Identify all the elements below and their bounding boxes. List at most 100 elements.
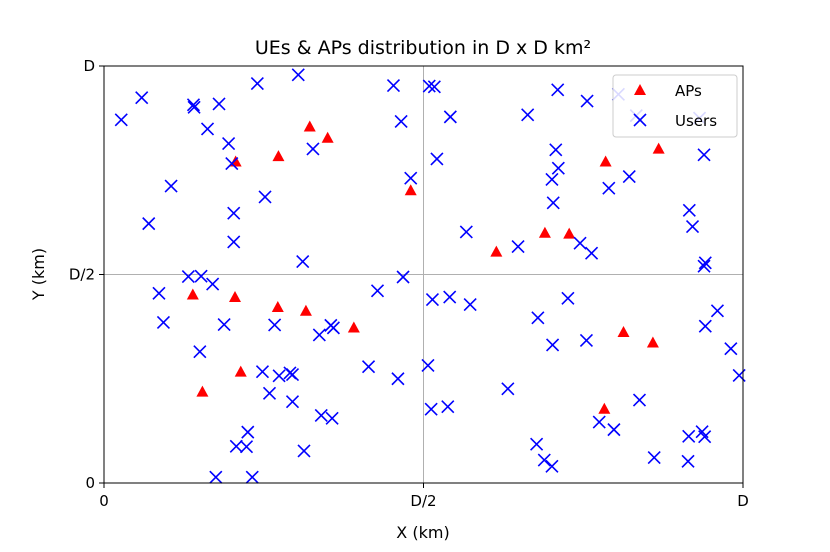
ap-marker: [272, 150, 285, 162]
user-marker: [209, 470, 223, 484]
user-marker: [724, 342, 738, 356]
user-marker: [463, 297, 477, 312]
user-marker: [135, 91, 149, 105]
x-tick-label: D/2: [410, 492, 436, 510]
user-marker: [537, 453, 551, 467]
user-marker: [427, 80, 441, 94]
user-marker: [421, 358, 435, 372]
data-points: [114, 68, 746, 484]
user-marker: [549, 143, 563, 157]
user-marker: [551, 83, 565, 97]
user-marker: [698, 319, 712, 333]
user-marker: [592, 415, 606, 429]
user-marker: [241, 425, 255, 439]
user-marker: [114, 113, 128, 127]
user-marker: [386, 79, 401, 93]
ap-marker: [303, 120, 316, 132]
user-marker: [142, 217, 156, 231]
user-marker: [156, 315, 170, 330]
user-marker: [306, 142, 320, 156]
user-marker: [430, 152, 444, 166]
ap-marker: [563, 227, 576, 239]
user-marker: [602, 181, 616, 195]
user-marker: [682, 429, 696, 443]
ap-marker: [617, 326, 630, 338]
ap-marker: [228, 291, 241, 303]
user-marker: [227, 235, 241, 249]
user-marker: [239, 440, 254, 454]
user-marker: [425, 292, 440, 307]
user-marker: [580, 94, 594, 108]
ap-marker: [234, 365, 247, 377]
user-marker: [545, 172, 559, 186]
user-marker: [396, 270, 410, 284]
ap-marker: [321, 131, 334, 143]
user-marker: [361, 360, 376, 374]
ap-marker: [299, 304, 312, 316]
ap-marker: [599, 155, 612, 167]
user-marker: [530, 437, 544, 451]
user-marker: [285, 395, 300, 409]
user-marker: [404, 171, 418, 185]
ap-marker: [347, 321, 360, 333]
user-marker: [443, 290, 457, 304]
user-marker: [194, 269, 208, 283]
user-marker: [697, 259, 711, 273]
user-marker: [685, 219, 700, 234]
user-marker: [217, 317, 231, 332]
ap-marker: [196, 385, 209, 397]
user-marker: [187, 100, 201, 114]
user-marker: [227, 206, 241, 220]
user-marker: [607, 423, 621, 437]
y-axis-label: Y (km): [29, 248, 48, 301]
user-marker: [561, 291, 575, 305]
legend: APs Users: [612, 74, 738, 138]
user-marker: [647, 450, 661, 465]
user-marker: [584, 246, 599, 260]
user-marker: [682, 203, 696, 217]
ap-marker: [652, 142, 665, 154]
user-marker: [698, 430, 712, 444]
user-marker: [255, 365, 270, 379]
user-marker: [258, 190, 272, 204]
user-marker: [579, 333, 594, 347]
user-marker: [424, 402, 438, 416]
user-marker: [511, 239, 525, 254]
user-marker: [681, 454, 695, 468]
y-tick-label: 0: [85, 474, 95, 492]
user-marker: [394, 114, 408, 129]
center-gridlines: [104, 66, 743, 483]
chart-title: UEs & APs distribution in D x D km²: [255, 37, 591, 59]
ap-marker: [271, 301, 284, 313]
user-marker: [229, 439, 243, 453]
user-marker: [272, 369, 286, 383]
ap-marker: [490, 245, 503, 257]
user-marker: [573, 236, 587, 250]
user-marker: [459, 225, 473, 239]
user-marker: [501, 382, 515, 396]
legend-users-label: Users: [675, 112, 717, 130]
x-tick-label: D: [737, 492, 749, 510]
user-marker: [521, 108, 535, 122]
user-marker: [186, 98, 201, 112]
user-marker: [164, 179, 178, 193]
user-marker: [441, 400, 455, 414]
user-marker: [200, 122, 215, 136]
user-marker: [551, 161, 565, 175]
user-marker: [222, 136, 236, 151]
x-tick-label: 0: [99, 492, 109, 510]
y-tick-label: D: [83, 57, 95, 75]
user-marker: [546, 196, 560, 210]
axis-ticks: 0 D/2 D 0 D/2 D: [69, 57, 749, 510]
user-marker: [297, 444, 311, 458]
user-marker: [698, 256, 712, 270]
user-marker: [296, 255, 310, 269]
user-marker: [531, 311, 545, 325]
user-marker: [285, 368, 300, 382]
user-marker: [181, 270, 195, 284]
user-marker: [632, 393, 647, 407]
user-marker: [212, 97, 226, 111]
user-marker: [545, 459, 559, 473]
user-marker: [370, 284, 385, 298]
user-marker: [262, 386, 277, 400]
